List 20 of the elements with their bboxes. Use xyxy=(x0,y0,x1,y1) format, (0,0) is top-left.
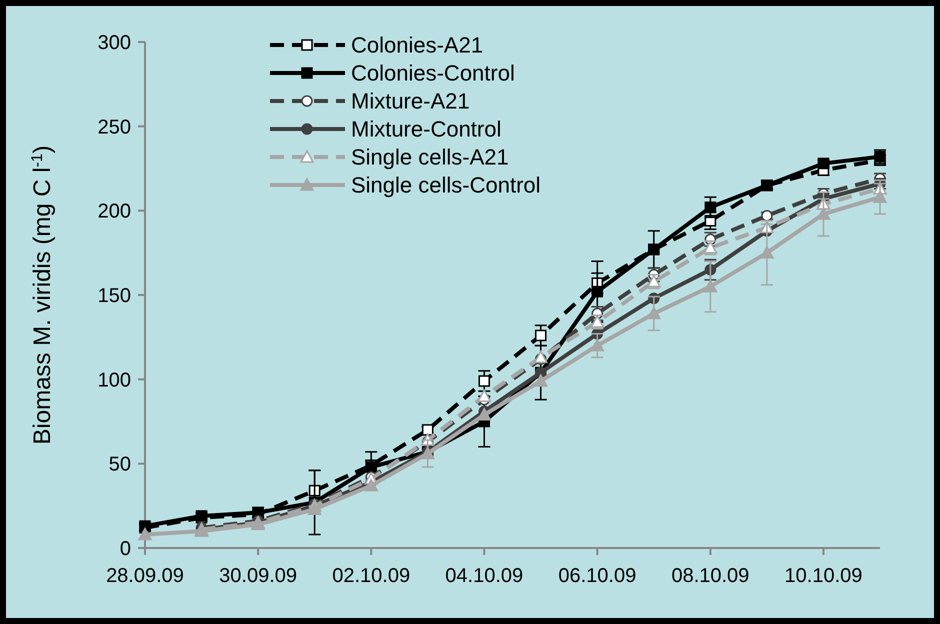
legend-label: Colonies-Control xyxy=(351,60,515,86)
x-tick-label: 30.09.09 xyxy=(219,565,298,587)
legend-label: Colonies-A21 xyxy=(351,32,484,58)
y-tick-label: 100 xyxy=(98,369,131,392)
legend-label: Mixture-Control xyxy=(351,116,502,142)
legend-label: Mixture-A21 xyxy=(351,88,470,114)
y-tick-label: 150 xyxy=(98,285,131,307)
x-tick-label: 10.10.09 xyxy=(784,565,862,587)
y-tick-label: 50 xyxy=(108,454,131,476)
legend-label: Single cells-A21 xyxy=(351,144,509,170)
x-tick-label: 04.10.09 xyxy=(445,565,524,587)
x-tick-label: 02.10.09 xyxy=(332,565,410,587)
x-tick-label: 08.10.09 xyxy=(671,565,750,587)
y-tick-label: 300 xyxy=(98,32,131,54)
y-tick-label: 200 xyxy=(98,200,131,223)
y-tick-label: 0 xyxy=(120,538,131,560)
legend-label: Single cells-Control xyxy=(351,172,541,198)
x-tick-label: 06.10.09 xyxy=(558,565,636,587)
x-tick-label: 28.09.09 xyxy=(106,565,184,587)
y-tick-label: 250 xyxy=(98,116,131,138)
